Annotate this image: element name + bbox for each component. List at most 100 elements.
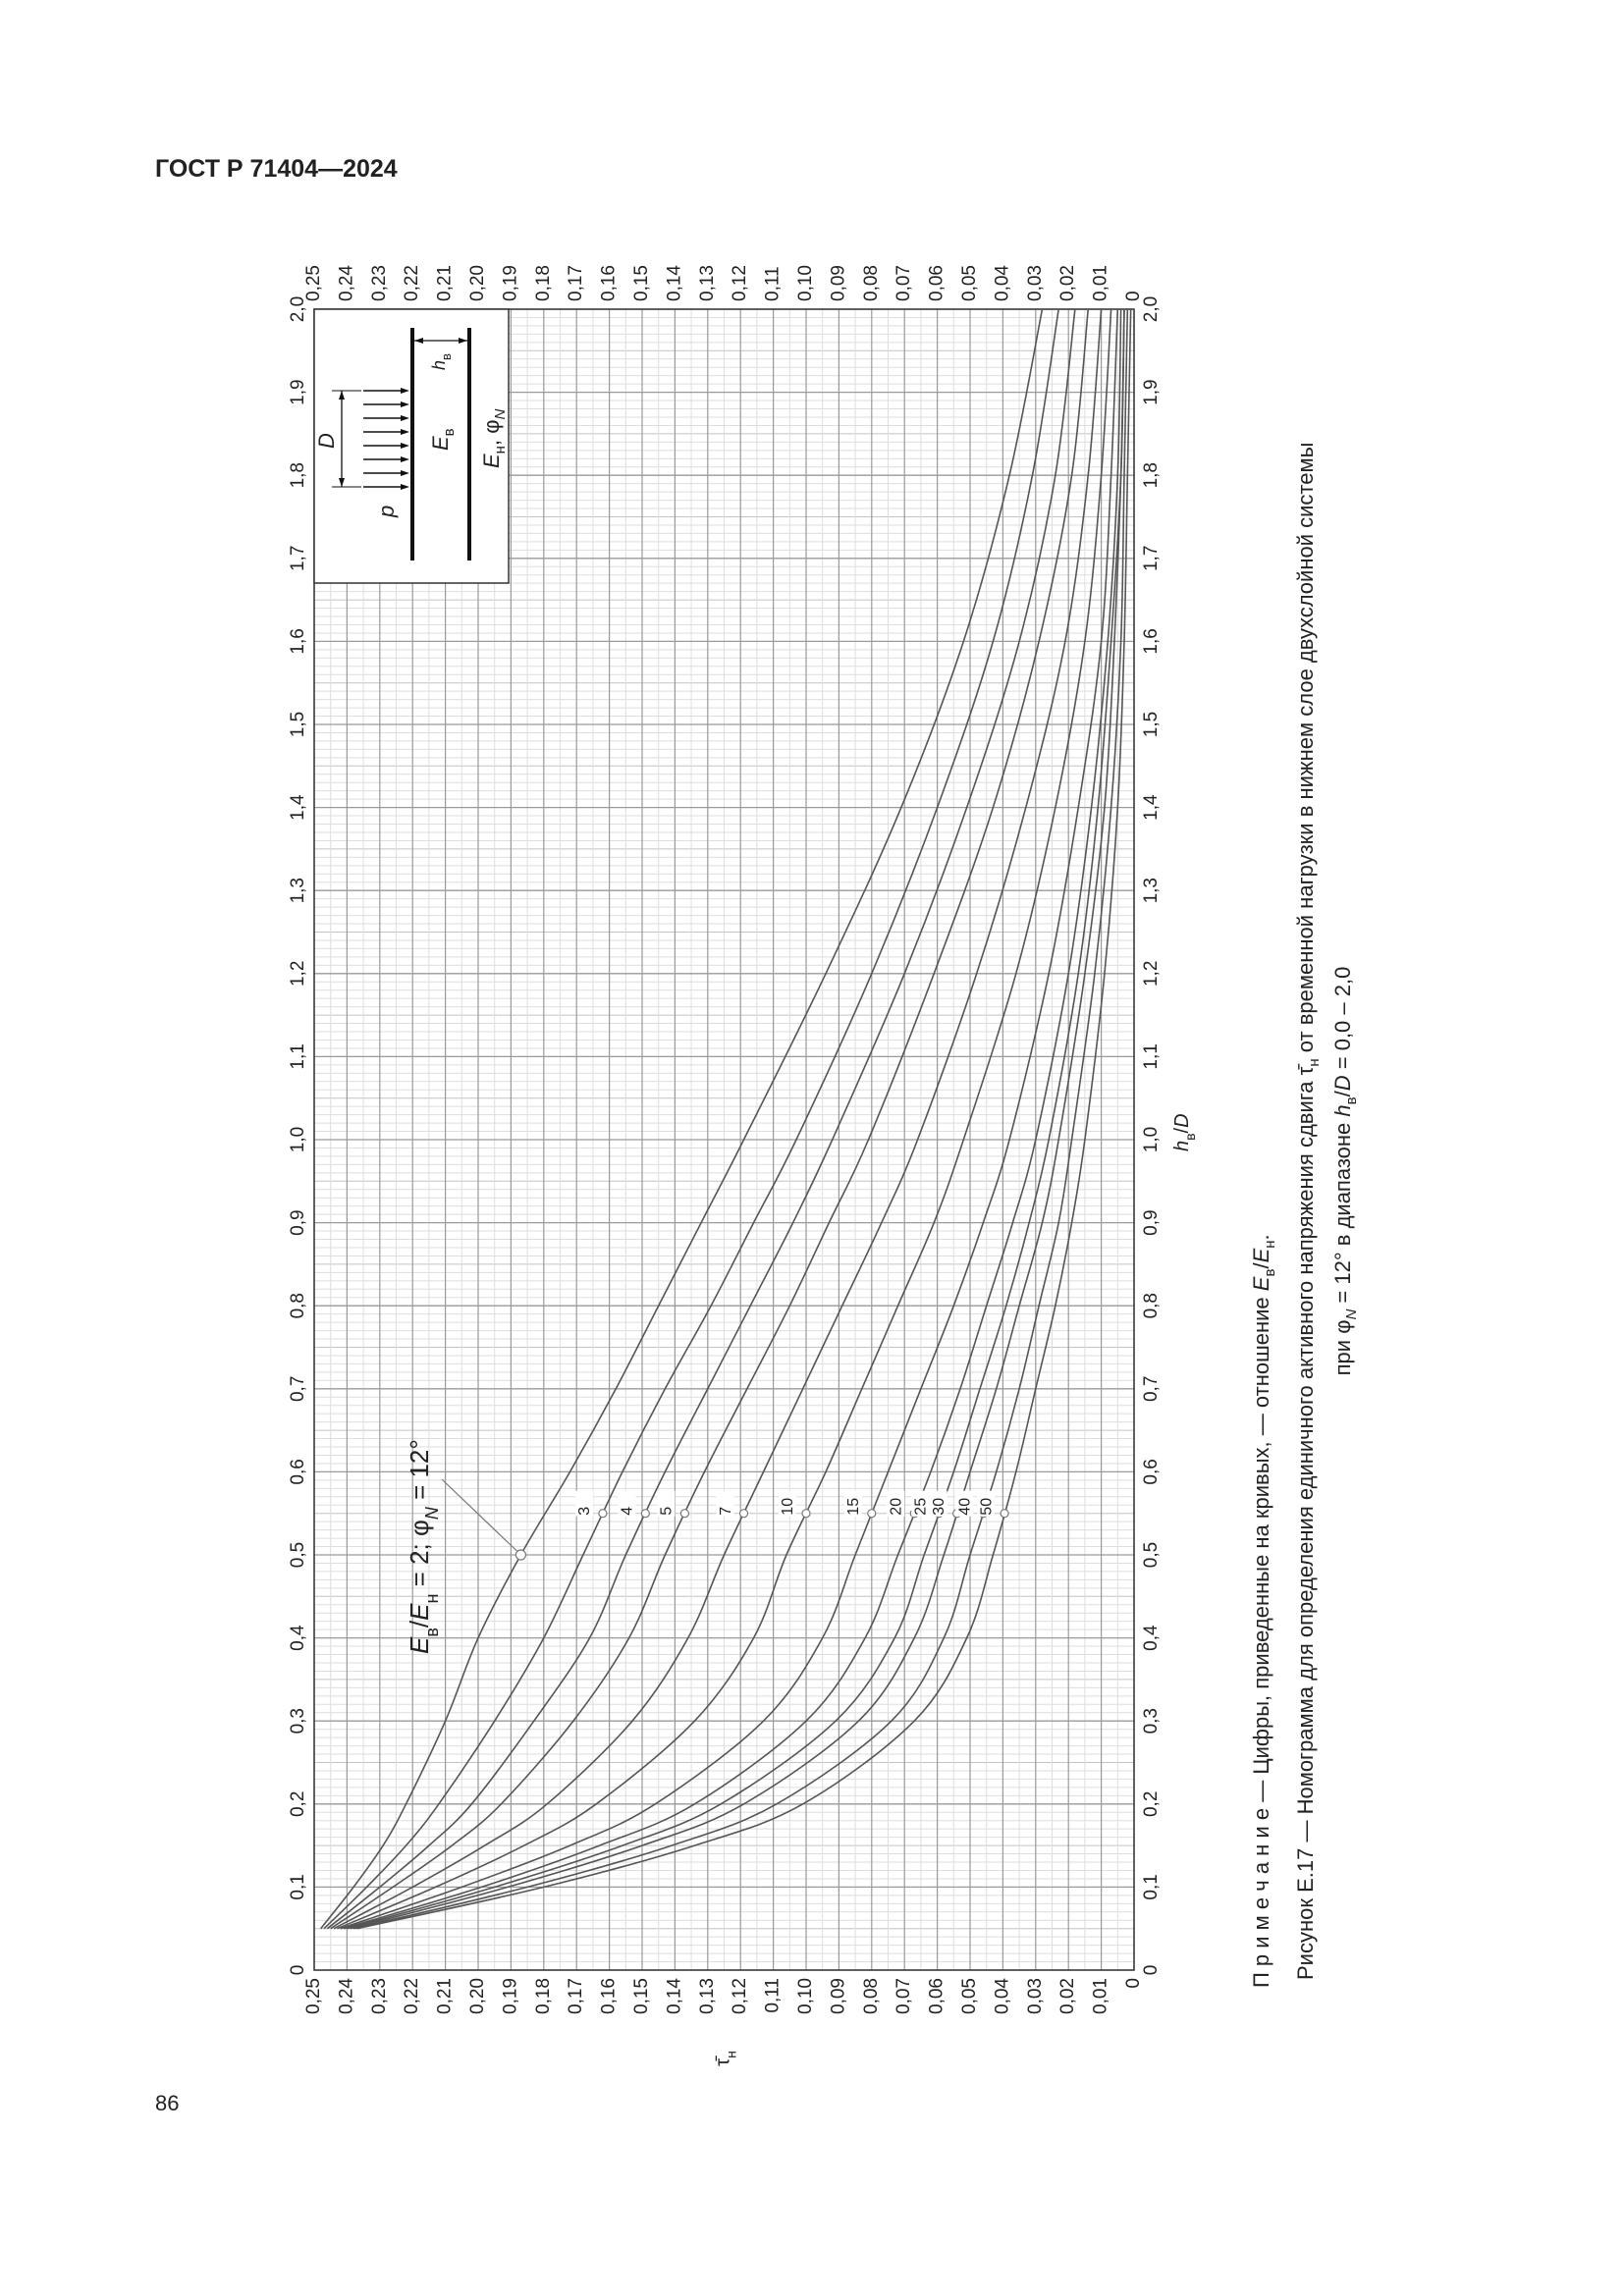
x-tick-label: 1,9 [288, 379, 308, 404]
y-tick-label: 0,03 [1025, 1978, 1046, 2014]
x-tick-label: 1,5 [288, 712, 308, 737]
text-segment: N [422, 1506, 442, 1520]
load-arrowhead [401, 456, 409, 462]
curve [343, 308, 1122, 1930]
y-tick-label: 0,21 [435, 265, 456, 301]
y-tick-label: 0,21 [435, 1978, 456, 2014]
y-tick-label: 0,08 [861, 1978, 882, 2014]
curve-label-bg [911, 1490, 930, 1517]
y-tick-label: 0,23 [369, 265, 390, 301]
y-tick-label: 0,06 [927, 265, 947, 301]
x-tick-label: 1,1 [288, 1043, 308, 1069]
x-tick-label: 1,2 [1141, 961, 1162, 987]
leader-line [441, 1478, 517, 1552]
text-segment: h [1171, 1141, 1193, 1151]
text-segment: , φ [479, 420, 504, 447]
x-tick-label: 0,5 [1141, 1542, 1162, 1568]
x-tick-label: 0,6 [1141, 1459, 1162, 1484]
y-tick-label: 0,10 [795, 265, 816, 301]
load-arrowhead [401, 415, 409, 421]
y-tick-label: 0,19 [500, 1978, 520, 2014]
text-segment: / [405, 1620, 434, 1628]
y-tick-label: 0,14 [664, 1978, 684, 2014]
y-tick-label: 0,25 [303, 265, 324, 301]
y-tick-label: 0 [1123, 291, 1144, 301]
text-segment: при φ [1330, 1320, 1355, 1376]
text-segment: N [1343, 1309, 1360, 1320]
text-segment: в [1182, 1133, 1198, 1140]
x-tick-label: 1,9 [1141, 379, 1162, 404]
y-tick-label: 0,24 [336, 265, 356, 301]
x-tick-label: 0 [1141, 1965, 1162, 1976]
text-segment: = 12° [405, 1439, 434, 1507]
text-segment: — Цифры, приведенные на кривых, — отноше… [1249, 1291, 1273, 1808]
text-segment: h [429, 360, 449, 370]
x-tick-label: 1,3 [1141, 878, 1162, 903]
text-segment: = 2; φ [405, 1520, 434, 1593]
x-tick-label: 1,7 [288, 546, 308, 571]
curve-label-bg [887, 1490, 905, 1517]
curve-label: 25 [912, 1498, 929, 1516]
curve [340, 308, 1119, 1930]
y-tick-label: 0,10 [795, 1978, 816, 2014]
y-tick-label: 0,22 [402, 1978, 422, 2014]
y-tick-label: 0,09 [828, 265, 848, 301]
x-tick-label: 0,2 [1141, 1791, 1162, 1817]
curve [330, 308, 1090, 1930]
y-tick-label: 0,05 [959, 1978, 980, 2014]
x-tick-label: 0,1 [1141, 1874, 1162, 1899]
x-tick-label: 2,0 [1141, 296, 1162, 322]
text-segment: τ̄ [713, 2056, 734, 2066]
y-axis-label: τ̄н [713, 2051, 738, 2066]
load-arrowhead [401, 484, 409, 490]
curve [347, 308, 1125, 1930]
y-tick-label: 0,13 [697, 265, 718, 301]
y-tick-label: 0,15 [631, 265, 652, 301]
y-tick-label: 0,05 [959, 265, 980, 301]
curve-label: 50 [978, 1498, 995, 1516]
y-tick-label: 0,15 [631, 1978, 652, 2014]
y-tick-label: 0,07 [893, 265, 914, 301]
text-segment: н [422, 1594, 442, 1604]
x-tick-label: 1,6 [1141, 628, 1162, 654]
text-segment: Рисунок Е.17 — Номограмма для определени… [1293, 1075, 1318, 1980]
y-tick-label: 0,24 [336, 1978, 356, 2014]
y-tick-label: 0,11 [763, 1978, 784, 2013]
x-tick-label: 0,3 [288, 1708, 308, 1734]
x-tick-label: 0 [288, 1965, 308, 1976]
inset-label: D [314, 433, 339, 449]
text-segment: p [374, 506, 399, 518]
text-segment: E [405, 1603, 434, 1621]
text-segment: N [492, 409, 509, 420]
y-tick-label: 0,11 [763, 266, 784, 301]
curve-label-bg [574, 1490, 593, 1517]
text-segment: / [1330, 1090, 1355, 1096]
y-tick-label: 0,17 [566, 1978, 586, 2014]
x-tick-label: 0,5 [288, 1542, 308, 1568]
x-tick-label: 0,4 [288, 1625, 308, 1651]
curve [350, 308, 1125, 1930]
y-tick-label: 0,01 [1091, 265, 1111, 301]
text-segment: h [1330, 1104, 1355, 1116]
y-tick-label: 0,12 [730, 265, 750, 301]
curve-label-bg [929, 1490, 947, 1517]
text-segment: н [1262, 1240, 1278, 1248]
x-tick-label: 1,7 [1141, 546, 1162, 571]
curve [320, 308, 1044, 1930]
y-tick-label: 0,17 [566, 265, 586, 301]
curve [356, 308, 1132, 1930]
header-title: ГОСТ Р 71404—2024 [155, 155, 398, 183]
text-segment: D [1171, 1113, 1193, 1127]
text-segment: н [723, 2051, 738, 2058]
y-tick-label: 0,13 [697, 1978, 718, 2014]
text-segment: E [1249, 1276, 1273, 1291]
x-tick-label: 1,4 [1141, 794, 1162, 821]
text-segment: . [1249, 1234, 1273, 1240]
x-tick-label: 0,6 [288, 1459, 308, 1484]
y-tick-label: 0,20 [467, 1978, 488, 2014]
x-tick-label: 0,9 [288, 1209, 308, 1235]
load-arrowhead [401, 388, 409, 394]
x-tick-label: 1,0 [288, 1127, 308, 1152]
y-tick-label: 0,19 [500, 265, 520, 301]
